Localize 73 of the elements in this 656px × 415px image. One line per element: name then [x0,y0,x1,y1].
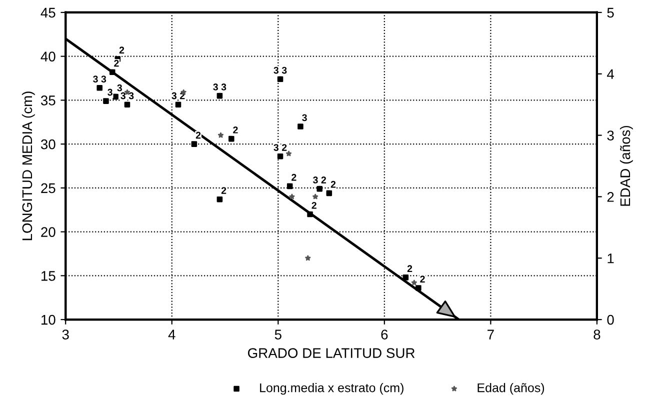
annotation: 3 [221,84,226,90]
legend-label: Long.media x estrato (cm) [260,383,404,395]
point [289,194,295,200]
point [305,255,311,261]
annotation: 2 [282,144,287,151]
annotation: 2 [420,276,425,282]
annotation: 2 [321,176,326,184]
point [216,92,223,99]
point [286,183,293,190]
annotation: 2 [196,132,201,139]
annotation: 3 [93,76,98,83]
annotation: 2 [312,202,316,209]
y2-tick-label: 1 [608,254,614,264]
y-tick-label: 40 [40,52,56,62]
y2-axis-title: EDAD (años) [620,126,633,206]
x-tick-label: 3 [62,330,69,340]
point [298,124,304,130]
x-tick-label: 7 [488,330,494,340]
annotation: 3 [172,92,177,100]
annotation: 2 [114,60,119,67]
point [286,150,292,156]
point [277,153,284,160]
x-tick-label: 5 [274,330,282,340]
y-tick-label: 15 [41,271,56,281]
y2-tick-label: 4 [607,69,614,79]
y2-tick-label: 2 [607,192,614,202]
annotation: 3 [101,76,106,83]
annotation: 3 [302,114,307,122]
point [175,102,182,108]
y-tick-label: 10 [41,314,56,325]
annotation: 3 [128,92,134,100]
point [411,280,417,286]
point [96,85,102,91]
annotation: 2 [233,126,238,134]
annotation: 3 [282,66,287,74]
annotation: 2 [221,187,226,194]
x-tick-label: 8 [594,330,600,340]
x-tick-label: 4 [168,330,176,340]
y-tick-label: 20 [41,227,56,237]
y-tick-label: 30 [40,139,56,150]
annotation: 2 [330,180,336,188]
point [218,132,224,138]
x-tick-label: 6 [381,330,388,340]
annotation: 3 [274,144,279,151]
y-tick-label: 25 [41,183,56,194]
y2-tick-label: 5 [607,8,614,18]
point [312,194,318,200]
point [103,98,109,104]
point [216,196,223,202]
y-tick-label: 45 [40,8,56,18]
annotation: 3 [120,92,126,100]
point [277,76,284,82]
y2-tick-label: 3 [607,130,614,140]
annotation: 3 [213,84,218,90]
annotation: 3 [108,88,112,96]
x-axis-title: GRADO DE LATITUD SUR [248,348,415,358]
y-tick-label: 35 [40,96,56,106]
annotation: 3 [117,84,122,92]
point [228,136,234,142]
legend-label: Edad (años) [478,383,544,395]
annotation: 2 [407,265,412,272]
point [316,186,322,192]
annotation: 2 [119,46,124,54]
point [112,94,118,100]
point [326,190,332,196]
point [402,274,409,280]
annotation: 3 [313,176,318,184]
annotation: 2 [292,174,296,181]
point [124,102,130,108]
point [191,141,198,147]
y2-tick-label: 0 [607,314,614,325]
y-axis-title: LONGITUD MEDIA (cm) [22,92,35,240]
annotation: 3 [274,66,279,74]
